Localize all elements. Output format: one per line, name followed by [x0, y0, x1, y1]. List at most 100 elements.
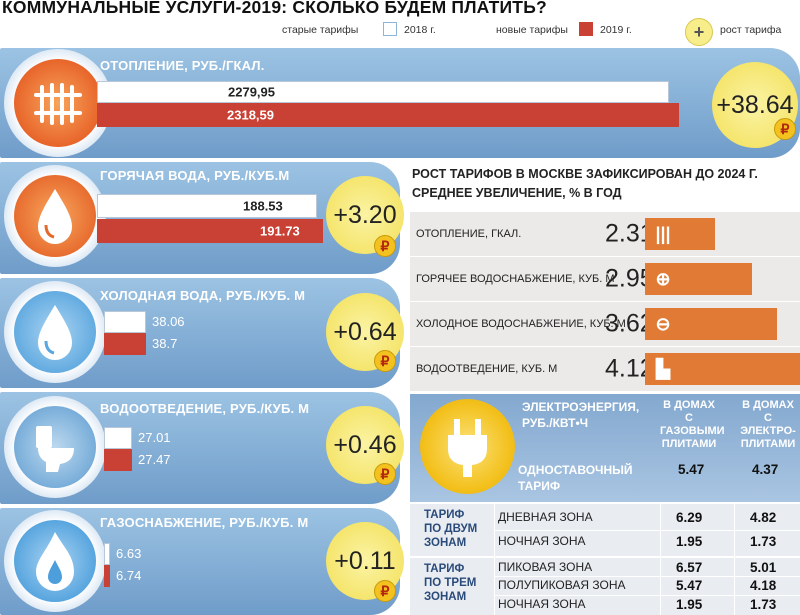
gas-flame-icon: [14, 520, 96, 602]
water-drop-hot-icon: [14, 175, 96, 257]
col-electric-line: С ЭЛЕКТРО-: [740, 412, 796, 437]
three-zone-label: ТАРИФ ПО ТРЕМ ЗОНАМ: [424, 562, 476, 604]
three-zone-label-line: ТАРИФ: [424, 563, 465, 575]
gas-old-bar: [104, 543, 110, 565]
zone-gas-value: 1.95: [676, 534, 703, 549]
growth-row-label: ВОДООТВЕДЕНИЕ, КУБ. М: [416, 363, 558, 375]
growth-row: ВОДООТВЕДЕНИЕ, КУБ. М 4.12 ▙: [410, 347, 800, 391]
zone-gas-value: 6.29: [676, 510, 703, 525]
hot-water-old-value: 188.53: [243, 198, 283, 214]
legend-old-year: 2018 г.: [404, 24, 436, 36]
single-rate-label: ОДНОСТАВОЧНЫЙ ТАРИФ: [518, 462, 633, 494]
zone-label: ПИКОВАЯ ЗОНА: [498, 560, 593, 574]
single-rate-line: ТАРИФ: [518, 479, 561, 493]
ruble-icon: ₽: [774, 118, 796, 140]
legend-growth-label: рост тарифа: [720, 24, 782, 36]
legend-growth-icon: +: [685, 18, 713, 46]
legend-new-swatch: [579, 22, 593, 36]
legend-old-label: старые тарифы: [282, 24, 359, 36]
col-electric-line: В ДОМАХ: [742, 399, 794, 411]
growth-bar: |||: [645, 218, 715, 250]
two-zone-label-line: ПО ДВУМ: [424, 523, 478, 535]
col-gas-line: С ГАЗОВЫМИ: [660, 412, 725, 437]
legend-old-swatch: [383, 22, 397, 36]
growth-row: ГОРЯЧЕЕ ВОДОСНАБЖЕНИЕ, КУБ. М 2.95 ⊕: [410, 257, 800, 301]
row-divider: [494, 576, 800, 577]
electricity-title-line2: РУБ./КВТ•Ч: [522, 416, 589, 430]
sewerage-new-value: 27.47: [138, 452, 171, 467]
row-divider: [494, 595, 800, 596]
two-zone-label-line: ТАРИФ: [424, 509, 465, 521]
growth-row-label: ОТОПЛЕНИЕ, ГКАЛ.: [416, 228, 522, 240]
cold-water-icon: ⊖: [655, 313, 671, 334]
col-divider: [494, 558, 495, 615]
col-electric-line: ПЛИТАМИ: [740, 438, 796, 450]
ruble-icon: ₽: [374, 350, 396, 372]
zone-label: ДНЕВНАЯ ЗОНА: [498, 510, 593, 524]
col-electric-header: В ДОМАХ С ЭЛЕКТРО- ПЛИТАМИ: [736, 399, 800, 451]
col-divider: [660, 504, 661, 556]
single-rate-line: ОДНОСТАВОЧНЫЙ: [518, 463, 633, 477]
zone-gas-value: 1.95: [676, 597, 703, 612]
water-drop-cold-icon: [14, 291, 96, 373]
zone-electric-value: 5.01: [750, 560, 777, 575]
ruble-icon: ₽: [374, 463, 396, 485]
zone-gas-value: 5.47: [676, 578, 703, 593]
growth-bar: ⊕: [645, 263, 752, 295]
row-divider: [494, 530, 800, 531]
cold-water-title: ХОЛОДНАЯ ВОДА, РУБ./КУБ. М: [100, 288, 306, 303]
growth-row: ОТОПЛЕНИЕ, ГКАЛ. 2.31 |||: [410, 212, 800, 256]
sewerage-old-bar: [104, 427, 132, 449]
two-zone-label-line: ЗОНАМ: [424, 537, 467, 549]
heating-old-value: 2279,95: [228, 84, 275, 100]
col-gas-line: ПЛИТАМИ: [661, 438, 717, 450]
col-gas-line: В ДОМАХ: [663, 399, 715, 411]
legend-new-year: 2019 г.: [600, 24, 632, 36]
cold-water-old-bar: [104, 311, 146, 333]
toilet-icon: [14, 406, 96, 488]
col-gas-header: В ДОМАХ С ГАЗОВЫМИ ПЛИТАМИ: [660, 399, 725, 451]
three-zone-label-line: ЗОНАМ: [424, 591, 467, 603]
growth-bar: ▙: [645, 353, 800, 385]
growth-bar: ⊖: [645, 308, 777, 340]
single-rate-gas: 5.47: [678, 462, 705, 477]
gas-new-value: 6.74: [116, 568, 142, 583]
legend-new-label: новые тарифы: [496, 24, 568, 36]
hot-water-new-value: 191.73: [260, 223, 300, 239]
radiator-icon: [14, 59, 102, 147]
cold-water-old-value: 38.06: [152, 314, 185, 329]
heating-new-value: 2318,59: [227, 107, 274, 123]
heating-new-bar: 2318,59: [97, 103, 679, 127]
growth-title-line2: СРЕДНЕЕ УВЕЛИЧЕНИЕ, % В ГОД: [412, 186, 622, 200]
ruble-icon: ₽: [374, 580, 396, 602]
plug-icon: [420, 399, 515, 494]
growth-row: ХОЛОДНОЕ ВОДОСНАБЖЕНИЕ, КУБ. М 3.62 ⊖: [410, 302, 800, 346]
electricity-title-line1: ЭЛЕКТРОЭНЕРГИЯ,: [522, 400, 640, 414]
heating-title: ОТОПЛЕНИЕ, РУБ./ГКАЛ.: [100, 58, 265, 73]
hot-water-icon: ⊕: [655, 268, 671, 289]
zone-electric-value: 1.73: [750, 534, 777, 549]
page-title: КОММУНАЛЬНЫЕ УСЛУГИ-2019: СКОЛЬКО БУДЕМ …: [2, 0, 547, 17]
zone-electric-value: 4.82: [750, 510, 777, 525]
hot-water-old-bar: 188.53: [97, 194, 317, 218]
gas-old-value: 6.63: [116, 546, 142, 561]
two-zone-label: ТАРИФ ПО ДВУМ ЗОНАМ: [424, 508, 477, 550]
three-zone-table: ТАРИФ ПО ТРЕМ ЗОНАМ ПИКОВАЯ ЗОНА 6.57 5.…: [410, 558, 800, 615]
zone-label: НОЧНАЯ ЗОНА: [498, 534, 586, 548]
growth-row-label: ГОРЯЧЕЕ ВОДОСНАБЖЕНИЕ, КУБ. М: [416, 273, 615, 285]
sewerage-old-value: 27.01: [138, 430, 171, 445]
ruble-icon: ₽: [374, 235, 396, 257]
radiator-icon: |||: [655, 223, 671, 244]
single-rate-electric: 4.37: [752, 462, 779, 477]
heating-old-bar: 2279,95: [97, 81, 669, 103]
growth-title-line1: РОСТ ТАРИФОВ В МОСКВЕ ЗАФИКСИРОВАН ДО 20…: [412, 167, 758, 181]
hot-water-title: ГОРЯЧАЯ ВОДА, РУБ./КУБ.М: [100, 168, 290, 183]
zone-label: ПОЛУПИКОВАЯ ЗОНА: [498, 578, 626, 592]
sewerage-new-bar: [104, 449, 132, 471]
cold-water-new-value: 38.7: [152, 336, 178, 351]
col-divider: [494, 504, 495, 556]
two-zone-table: ТАРИФ ПО ДВУМ ЗОНАМ ДНЕВНАЯ ЗОНА 6.29 4.…: [410, 504, 800, 556]
zone-electric-value: 1.73: [750, 597, 777, 612]
toilet-icon: ▙: [656, 358, 670, 379]
gas-title: ГАЗОСНАБЖЕНИЕ, РУБ./КУБ. М: [100, 515, 309, 530]
